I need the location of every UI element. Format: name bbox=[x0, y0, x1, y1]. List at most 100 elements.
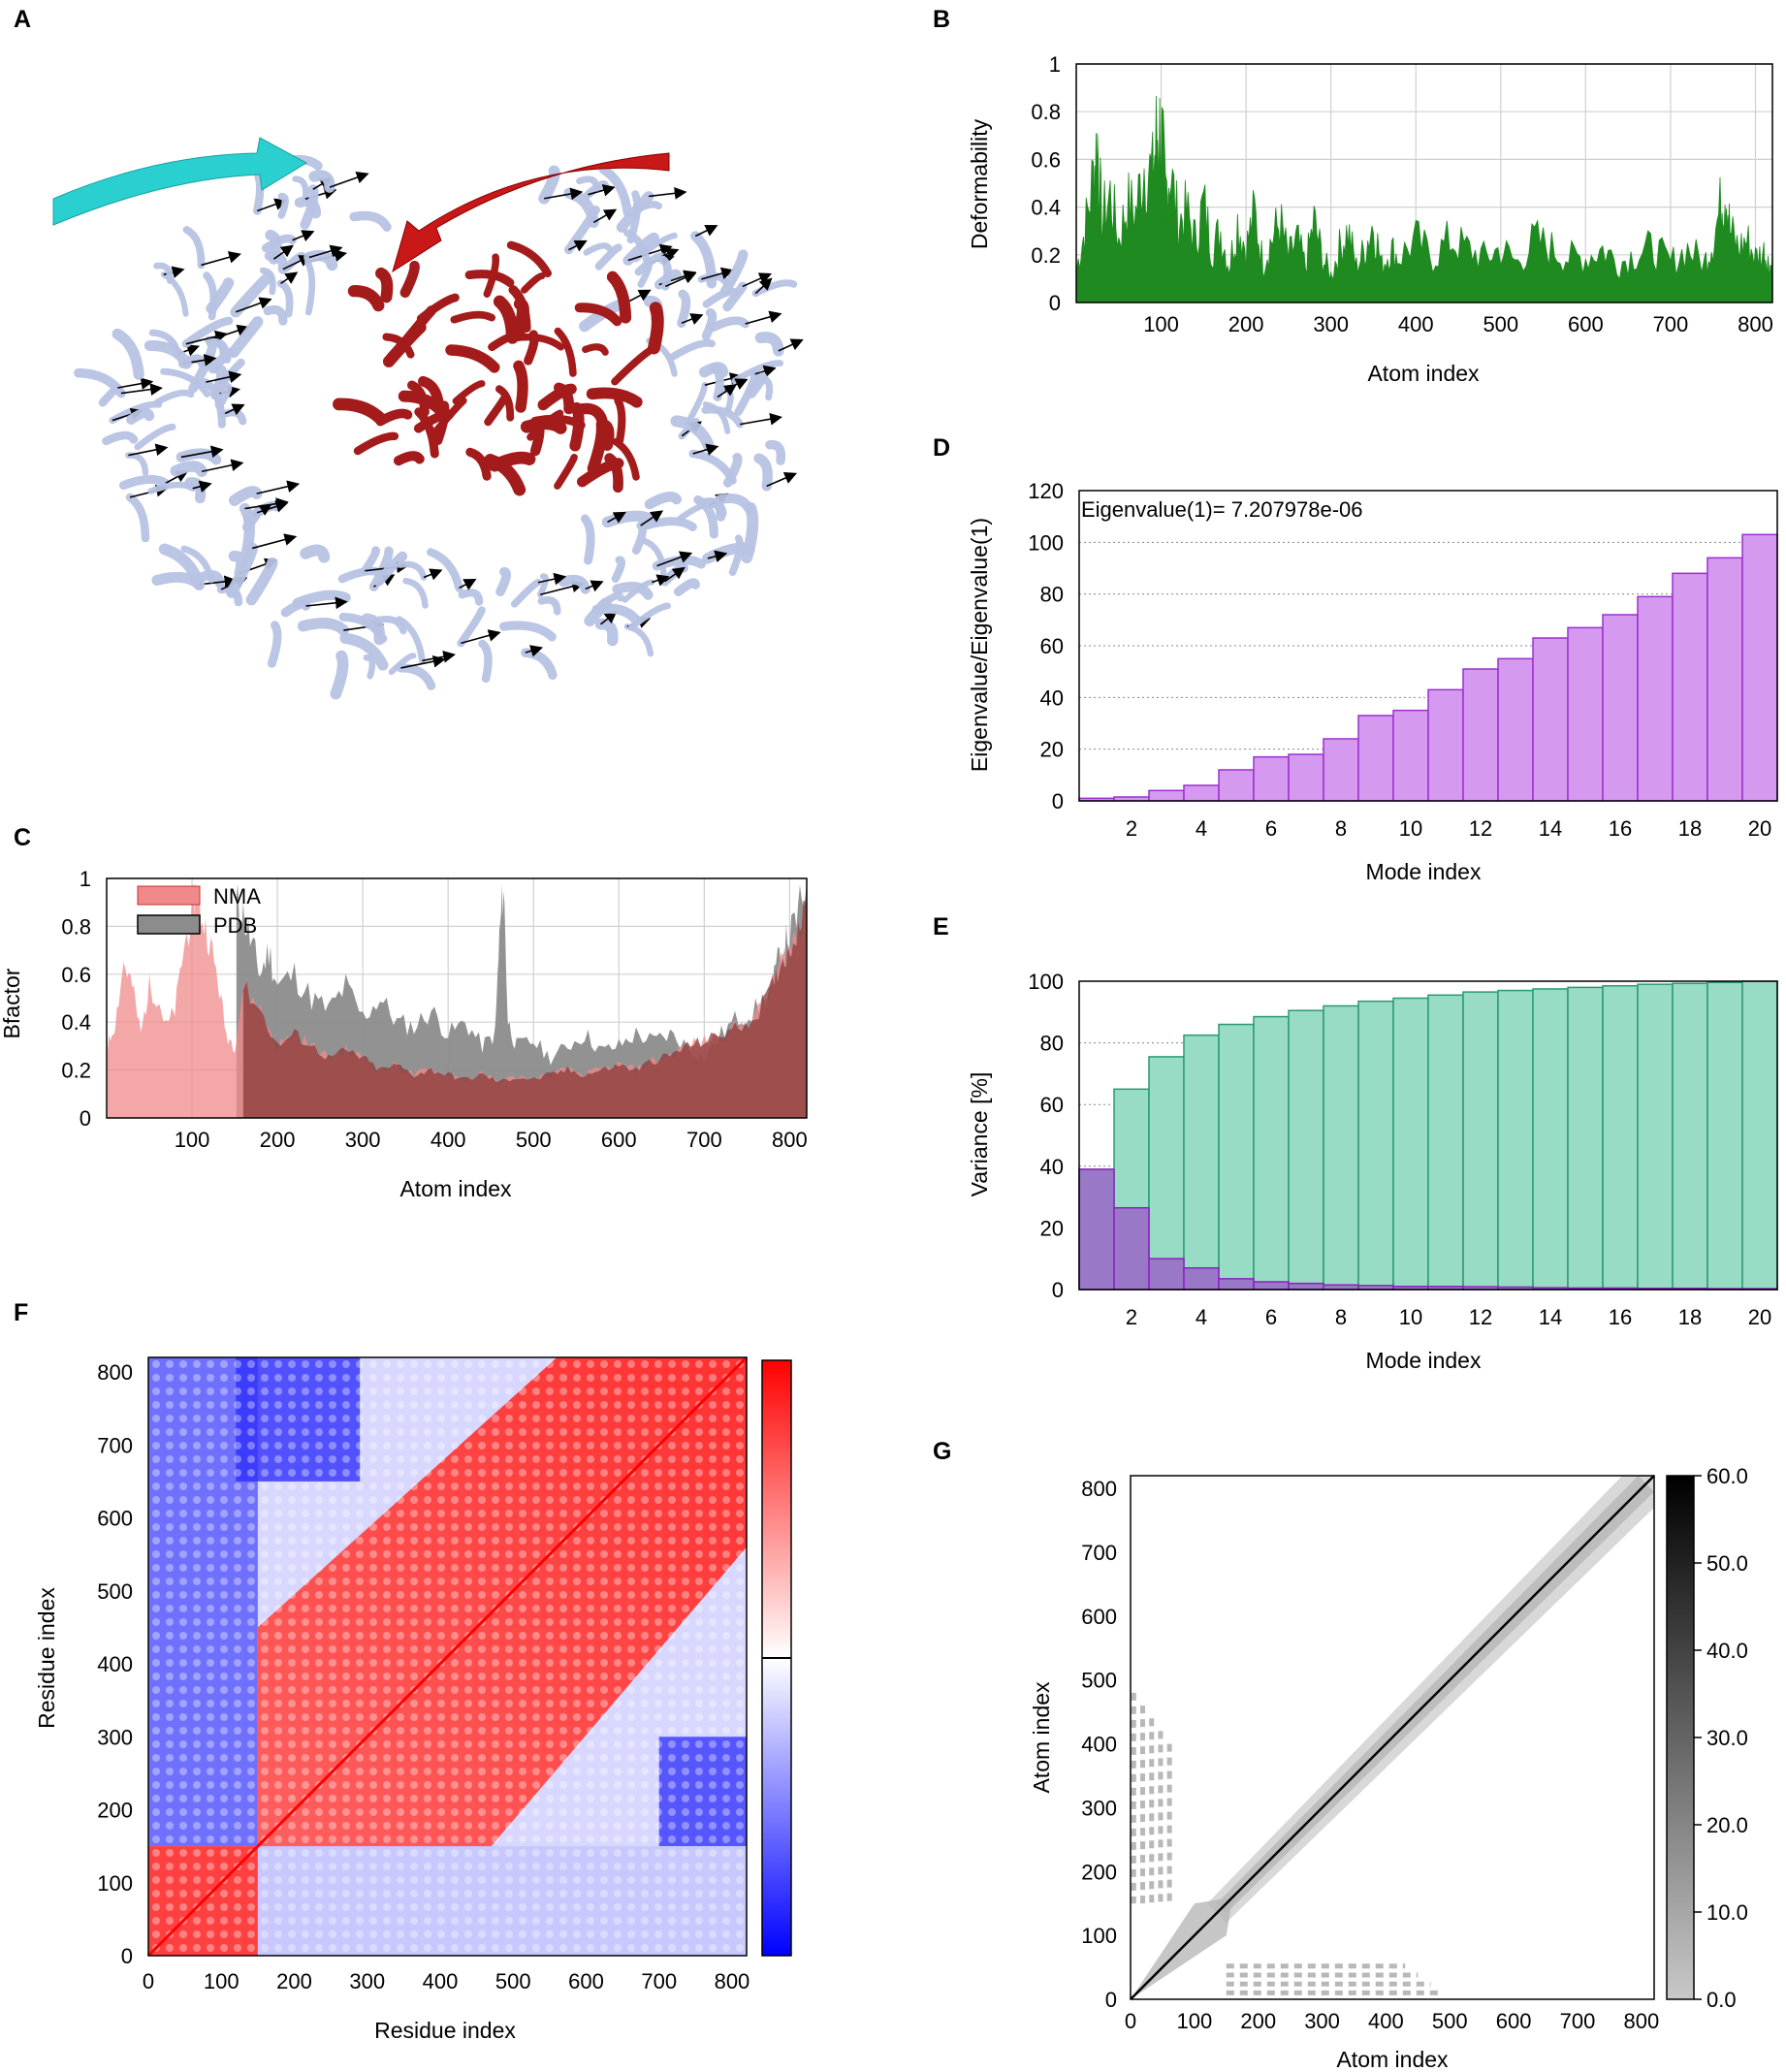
d-xtick-label: 20 bbox=[1748, 816, 1771, 841]
protein-ribbon bbox=[747, 372, 768, 398]
f-ytick-label: 500 bbox=[97, 1579, 133, 1604]
panel-label-c: C bbox=[14, 824, 31, 851]
displacement-arrow bbox=[707, 550, 728, 562]
e-cumulative-bar bbox=[1672, 982, 1708, 1291]
protein-ribbon bbox=[125, 452, 149, 476]
protein-ribbon bbox=[330, 650, 349, 700]
protein-ribbon bbox=[276, 279, 294, 318]
protein-ribbon bbox=[670, 415, 715, 452]
c-ytick-label: 0.8 bbox=[61, 914, 91, 939]
domain-ribbon bbox=[582, 343, 609, 356]
domain-ribbon bbox=[484, 454, 526, 496]
e-cumulative-bar bbox=[1497, 989, 1534, 1291]
protein-ribbon bbox=[363, 653, 376, 680]
protein-ribbon bbox=[731, 360, 783, 385]
domain-ribbon bbox=[574, 303, 622, 327]
protein-ribbon bbox=[297, 617, 350, 636]
d-xtick-label: 2 bbox=[1126, 816, 1137, 841]
e-cumulative-bar bbox=[1288, 1009, 1324, 1291]
protein-ribbon bbox=[374, 615, 407, 635]
displacement-arrow bbox=[739, 412, 782, 426]
protein-ribbon bbox=[144, 339, 192, 369]
e-ytick-label: 0 bbox=[1052, 1278, 1064, 1302]
f-ytick-label: 0 bbox=[121, 1944, 133, 1968]
f-ytick-label: 400 bbox=[97, 1652, 133, 1676]
domain-ribbon bbox=[493, 295, 519, 344]
displacement-arrow bbox=[201, 251, 241, 267]
protein-ribbon bbox=[495, 566, 511, 597]
domain-ribbon bbox=[464, 270, 515, 288]
f-ytick-label: 600 bbox=[97, 1507, 133, 1531]
f-ytick-label: 200 bbox=[97, 1799, 133, 1823]
displacement-arrow bbox=[308, 244, 343, 259]
domain-ribbon bbox=[576, 402, 608, 426]
displacement-arrow bbox=[222, 403, 245, 416]
c-xtick-label: 400 bbox=[431, 1128, 466, 1152]
protein-ribbon bbox=[147, 481, 196, 494]
domain-ribbon bbox=[606, 271, 632, 324]
e-cumulative-bar bbox=[1462, 991, 1499, 1291]
e-individual-bar bbox=[1218, 1278, 1255, 1291]
d-bar bbox=[1602, 614, 1639, 802]
e-ytick-label: 100 bbox=[1028, 970, 1064, 994]
protein-ribbon bbox=[701, 405, 744, 429]
protein-ribbon bbox=[230, 271, 273, 318]
displacement-arrow bbox=[778, 338, 804, 352]
d-xtick-label: 18 bbox=[1678, 816, 1702, 841]
e-cumulative-bar bbox=[1183, 1034, 1220, 1291]
protein-ribbon bbox=[611, 556, 626, 583]
g-ytick-label: 400 bbox=[1081, 1733, 1117, 1757]
c-ytick-label: 0.2 bbox=[61, 1059, 91, 1083]
e-cumulative-bar bbox=[1427, 994, 1464, 1291]
protein-ribbon bbox=[300, 184, 319, 230]
d-x-axis-title: Mode index bbox=[1366, 859, 1482, 884]
protein-ribbon bbox=[623, 229, 653, 272]
e-cumulative-bar bbox=[1706, 981, 1743, 1291]
b-xtick-label: 600 bbox=[1568, 312, 1604, 336]
protein-ribbon bbox=[277, 192, 289, 219]
g-xtick-label: 300 bbox=[1304, 2009, 1340, 2033]
displacement-arrow bbox=[544, 187, 584, 201]
protein-ribbon bbox=[677, 289, 691, 328]
domain-ribbon bbox=[521, 272, 546, 294]
protein-ribbon bbox=[134, 423, 176, 451]
domain-ribbon bbox=[587, 418, 608, 475]
protein-ribbon bbox=[214, 382, 233, 409]
d-xtick-label: 6 bbox=[1265, 816, 1277, 841]
domain-ribbon bbox=[506, 240, 552, 278]
displacement-arrow bbox=[717, 384, 738, 398]
displacement-arrow bbox=[192, 480, 212, 493]
deformability-chart: 0 0.2 0.4 0.6 0.8 1 100 200 300 400 500 600 700 800 At… bbox=[967, 52, 1773, 386]
g-xtick-label: 0 bbox=[1125, 2009, 1136, 2033]
domain-ribbon bbox=[513, 360, 528, 413]
protein-ribbon bbox=[594, 243, 622, 271]
covariance-heatmap: 0 100 200 300 400 500 600 700 800 0 100 200 300 400 50… bbox=[34, 1355, 792, 2043]
domain-ribbon bbox=[387, 337, 412, 361]
d-bar bbox=[1672, 572, 1708, 802]
protein-ribbon bbox=[701, 307, 718, 341]
domain-ribbon bbox=[576, 458, 624, 488]
domain-ribbon bbox=[445, 344, 500, 373]
protein-ribbon bbox=[709, 316, 750, 333]
e-individual-bar bbox=[1183, 1266, 1220, 1291]
c-ytick-label: 1 bbox=[80, 867, 91, 891]
displacement-arrow bbox=[656, 551, 693, 567]
domain-ribbon bbox=[647, 302, 664, 355]
e-cumulative-bar bbox=[1532, 988, 1569, 1291]
g-ytick-label: 200 bbox=[1081, 1860, 1117, 1884]
e-xtick-label: 18 bbox=[1678, 1305, 1702, 1329]
g-ytick-label: 800 bbox=[1081, 1477, 1117, 1501]
protein-ribbon bbox=[396, 616, 426, 664]
displacement-arrow bbox=[754, 365, 777, 377]
e-ytick-label: 20 bbox=[1040, 1216, 1064, 1240]
e-cumulative-bar bbox=[1253, 1015, 1290, 1291]
elastic-network-map: 0 100 200 300 400 500 600 700 800 0 100 200 300 400 50… bbox=[1029, 1464, 1748, 2072]
g-xtick-label: 800 bbox=[1623, 2009, 1659, 2033]
e-xtick-label: 16 bbox=[1609, 1305, 1632, 1329]
c-ytick-label: 0 bbox=[80, 1106, 91, 1131]
protein-ribbon bbox=[181, 316, 234, 348]
b-plot-border bbox=[1075, 63, 1773, 303]
protein-ribbon bbox=[125, 493, 150, 543]
d-xtick-label: 16 bbox=[1609, 816, 1632, 841]
